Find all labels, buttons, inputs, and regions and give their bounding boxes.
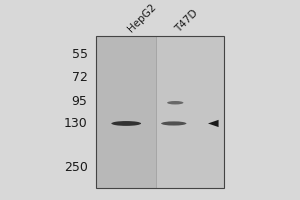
Ellipse shape	[167, 101, 183, 104]
Polygon shape	[208, 120, 219, 127]
Text: 72: 72	[72, 71, 88, 84]
Bar	[97, 36, 156, 188]
Bar	[97, 36, 224, 188]
Ellipse shape	[111, 121, 141, 126]
Text: HepG2: HepG2	[126, 2, 158, 34]
Text: T47D: T47D	[174, 8, 200, 34]
Ellipse shape	[161, 121, 186, 126]
Text: 55: 55	[72, 48, 88, 61]
Text: 95: 95	[72, 95, 88, 108]
Bar	[156, 36, 224, 188]
Text: 250: 250	[64, 161, 88, 174]
Text: 130: 130	[64, 117, 88, 130]
